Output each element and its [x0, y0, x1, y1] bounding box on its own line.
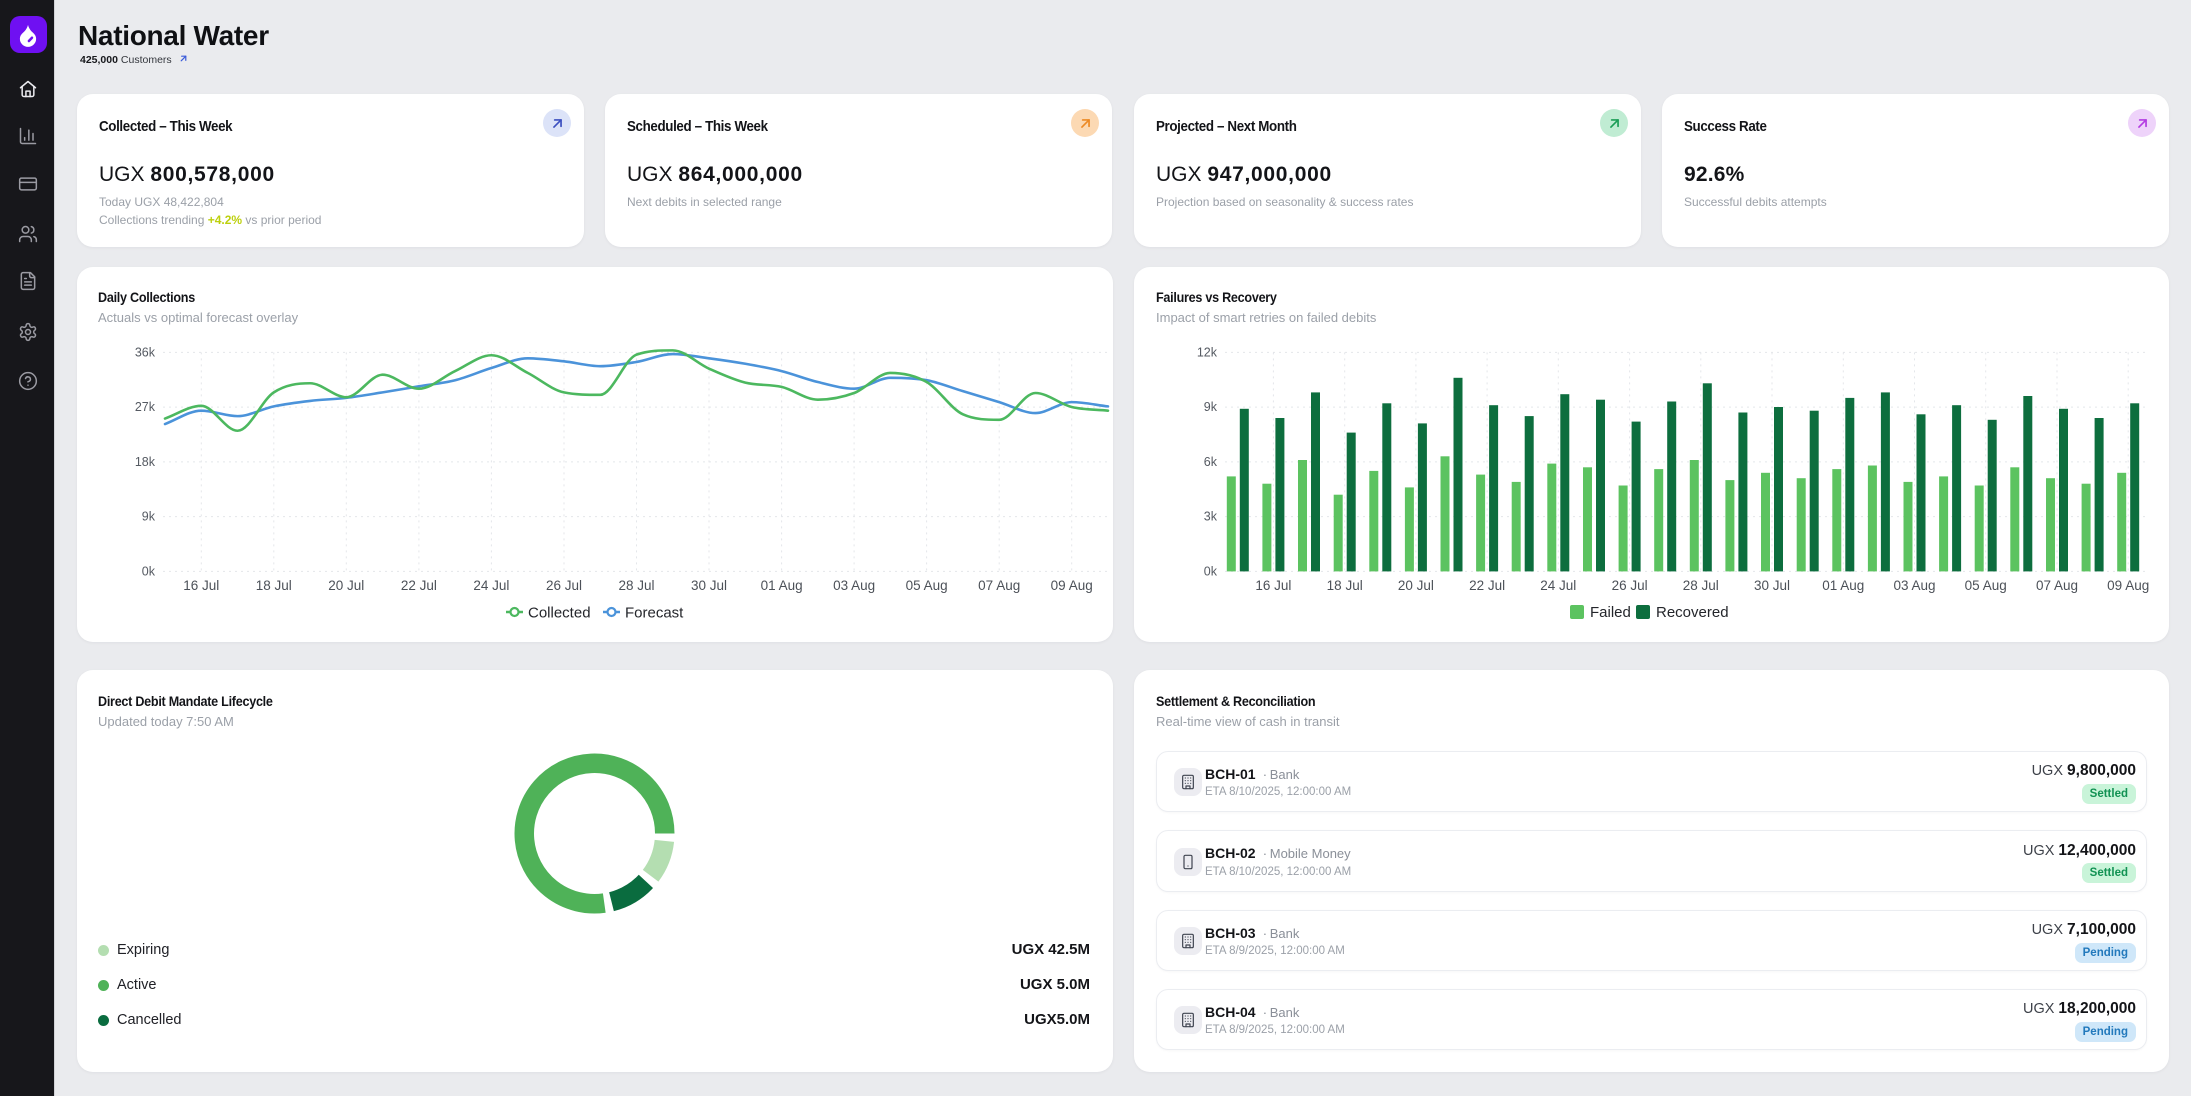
svg-text:09 Aug: 09 Aug [1051, 578, 1093, 593]
svg-text:07 Aug: 07 Aug [978, 578, 1020, 593]
svg-text:Failed: Failed [1590, 604, 1631, 621]
svg-text:0k: 0k [142, 564, 156, 578]
svg-text:Recovered: Recovered [1656, 604, 1729, 621]
svg-text:0k: 0k [1204, 564, 1218, 578]
svg-text:18k: 18k [135, 455, 156, 469]
svg-text:Collected: Collected [528, 605, 591, 622]
svg-text:26 Jul: 26 Jul [1612, 578, 1648, 593]
svg-text:03 Aug: 03 Aug [1893, 578, 1935, 593]
svg-text:30 Jul: 30 Jul [691, 578, 727, 593]
svg-text:Forecast: Forecast [625, 605, 684, 622]
svg-text:18 Jul: 18 Jul [1327, 578, 1363, 593]
svg-text:16 Jul: 16 Jul [1255, 578, 1291, 593]
svg-text:05 Aug: 05 Aug [906, 578, 948, 593]
svg-text:28 Jul: 28 Jul [618, 578, 654, 593]
svg-text:22 Jul: 22 Jul [401, 578, 437, 593]
svg-text:20 Jul: 20 Jul [1398, 578, 1434, 593]
svg-text:01 Aug: 01 Aug [1822, 578, 1864, 593]
svg-text:27k: 27k [135, 400, 156, 414]
svg-text:16 Jul: 16 Jul [183, 578, 219, 593]
svg-text:09 Aug: 09 Aug [2107, 578, 2149, 593]
svg-text:07 Aug: 07 Aug [2036, 578, 2078, 593]
svg-text:24 Jul: 24 Jul [473, 578, 509, 593]
svg-text:01 Aug: 01 Aug [761, 578, 803, 593]
svg-text:22 Jul: 22 Jul [1469, 578, 1505, 593]
svg-text:30 Jul: 30 Jul [1754, 578, 1790, 593]
svg-text:9k: 9k [1204, 400, 1218, 414]
svg-text:3k: 3k [1204, 510, 1218, 524]
svg-text:28 Jul: 28 Jul [1683, 578, 1719, 593]
svg-text:18 Jul: 18 Jul [256, 578, 292, 593]
svg-text:36k: 36k [135, 345, 156, 359]
svg-text:26 Jul: 26 Jul [546, 578, 582, 593]
svg-text:12k: 12k [1197, 345, 1218, 359]
svg-text:05 Aug: 05 Aug [1965, 578, 2007, 593]
svg-text:6k: 6k [1204, 455, 1218, 469]
svg-text:20 Jul: 20 Jul [328, 578, 364, 593]
svg-text:03 Aug: 03 Aug [833, 578, 875, 593]
svg-text:9k: 9k [142, 510, 156, 524]
svg-text:24 Jul: 24 Jul [1540, 578, 1576, 593]
